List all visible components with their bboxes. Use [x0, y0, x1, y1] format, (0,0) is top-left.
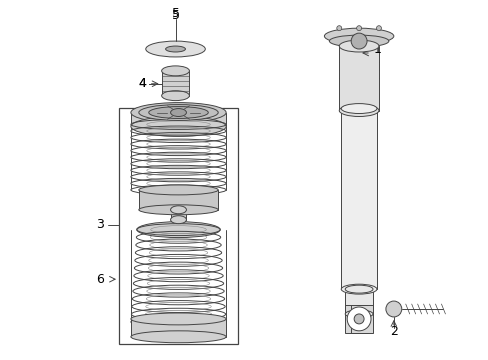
Bar: [350, 305, 372, 333]
Ellipse shape: [131, 131, 225, 144]
Bar: [131, 113, 225, 126]
Ellipse shape: [136, 230, 220, 244]
Text: 2: 2: [389, 325, 397, 338]
Bar: [162, 71, 189, 96]
Circle shape: [385, 301, 401, 317]
Circle shape: [336, 26, 341, 31]
Ellipse shape: [131, 315, 225, 329]
Text: 5: 5: [171, 7, 179, 20]
Circle shape: [376, 26, 381, 31]
Ellipse shape: [137, 223, 220, 237]
Ellipse shape: [131, 331, 225, 343]
Ellipse shape: [162, 66, 189, 76]
Ellipse shape: [145, 41, 205, 57]
Ellipse shape: [131, 117, 225, 136]
Ellipse shape: [162, 91, 189, 100]
Ellipse shape: [341, 284, 376, 294]
Ellipse shape: [139, 205, 218, 215]
Bar: [131, 319, 225, 337]
Ellipse shape: [131, 171, 225, 183]
Ellipse shape: [345, 285, 372, 293]
Circle shape: [350, 33, 366, 49]
Ellipse shape: [324, 28, 393, 44]
Circle shape: [346, 307, 370, 331]
Ellipse shape: [131, 184, 225, 196]
Ellipse shape: [132, 300, 224, 314]
Ellipse shape: [345, 310, 372, 318]
Ellipse shape: [148, 107, 208, 118]
Text: 1: 1: [373, 42, 381, 55]
Ellipse shape: [131, 145, 225, 157]
Text: 5: 5: [171, 9, 179, 22]
Ellipse shape: [135, 253, 222, 267]
Ellipse shape: [139, 105, 218, 121]
Ellipse shape: [339, 105, 378, 117]
Bar: [345, 305, 366, 333]
Ellipse shape: [131, 158, 225, 170]
Ellipse shape: [170, 109, 186, 117]
Bar: [119, 108, 238, 344]
Ellipse shape: [131, 164, 225, 176]
Ellipse shape: [131, 307, 225, 321]
Text: 3: 3: [96, 218, 104, 231]
Bar: [341, 109, 376, 289]
Ellipse shape: [131, 138, 225, 150]
Ellipse shape: [139, 185, 218, 195]
Ellipse shape: [137, 222, 220, 238]
Ellipse shape: [165, 46, 185, 52]
Ellipse shape: [134, 269, 223, 283]
Ellipse shape: [339, 40, 378, 52]
Bar: [170, 210, 186, 220]
Bar: [139, 190, 218, 210]
Ellipse shape: [131, 118, 225, 130]
Ellipse shape: [132, 292, 224, 306]
Ellipse shape: [134, 261, 222, 275]
Ellipse shape: [133, 276, 223, 291]
Circle shape: [356, 26, 361, 31]
Ellipse shape: [131, 313, 225, 325]
Ellipse shape: [135, 246, 221, 260]
Text: 4: 4: [138, 77, 145, 90]
Ellipse shape: [131, 125, 225, 137]
Ellipse shape: [328, 35, 388, 47]
Ellipse shape: [136, 238, 221, 252]
Ellipse shape: [131, 151, 225, 163]
Circle shape: [353, 314, 364, 324]
Ellipse shape: [170, 216, 186, 224]
Ellipse shape: [133, 284, 224, 298]
Ellipse shape: [170, 206, 186, 214]
Bar: [345, 289, 372, 314]
Ellipse shape: [341, 104, 376, 113]
Text: 6: 6: [96, 273, 104, 286]
Bar: [339, 46, 378, 111]
Ellipse shape: [131, 177, 225, 189]
Text: 4: 4: [138, 77, 145, 90]
Ellipse shape: [131, 103, 225, 122]
